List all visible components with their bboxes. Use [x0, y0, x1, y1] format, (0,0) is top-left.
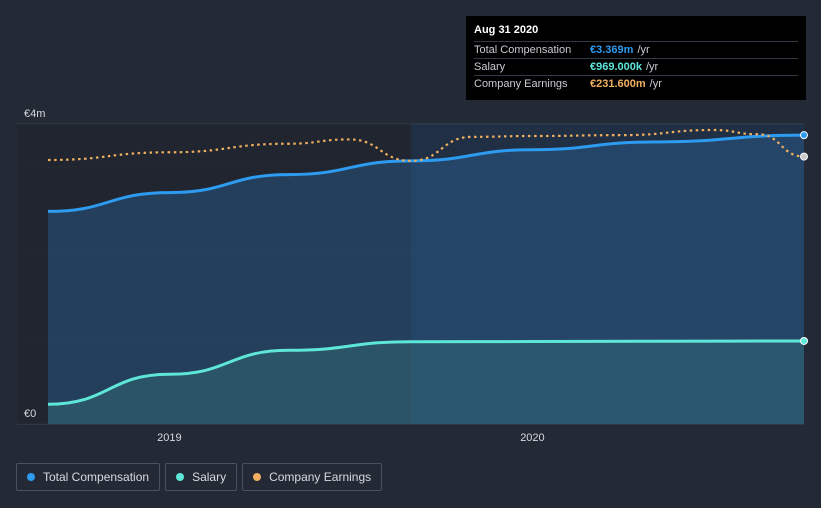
legend-label: Salary — [192, 470, 227, 484]
series-lines — [47, 128, 808, 406]
tooltip-date: Aug 31 2020 — [474, 24, 539, 36]
tooltip-unit: /yr — [637, 44, 650, 56]
x-tick-label: 2020 — [520, 432, 544, 444]
salary-line — [47, 339, 805, 406]
total-compensation-area — [48, 135, 804, 424]
series-areas — [48, 135, 804, 424]
legend-label: Total Compensation — [43, 470, 150, 484]
tooltip-label: Total Compensation — [474, 44, 572, 56]
circle-dot-icon — [253, 473, 262, 481]
circle-dot-icon — [27, 473, 35, 481]
company-earnings-end-point — [800, 152, 808, 161]
tooltip-value: €3.369m — [590, 44, 634, 56]
y-tick-label: €0 — [24, 408, 36, 420]
y-tick-label: €4m — [24, 108, 45, 120]
tooltip-label: Salary — [474, 61, 506, 73]
tooltip: Aug 31 2020 Total Compensation €3.369m /… — [466, 16, 806, 100]
y-axis-labels: €0 €4m — [24, 108, 45, 420]
tooltip-unit: /yr — [649, 78, 662, 90]
highlight-region — [411, 124, 804, 424]
tooltip-value: €969.000k — [590, 61, 642, 73]
legend-salary[interactable]: Salary — [165, 463, 238, 491]
tooltip-row-salary: Salary €969.000k /yr — [474, 58, 798, 75]
tooltip-unit: /yr — [646, 61, 659, 73]
total-compensation-line — [47, 133, 805, 213]
x-axis-labels: 2019 2020 — [157, 432, 545, 444]
tooltip-label: Company Earnings — [474, 78, 568, 90]
x-tick-label: 2019 — [157, 432, 181, 444]
past-region — [17, 124, 412, 424]
tooltip-value: €231.600m — [590, 78, 646, 90]
legend: Total Compensation Salary Company Earnin… — [16, 463, 383, 491]
legend-label: Company Earnings — [269, 470, 372, 484]
tooltip-row-earnings: Company Earnings €231.600m /yr — [474, 75, 798, 92]
legend-total-compensation[interactable]: Total Compensation — [16, 463, 161, 491]
salary-area — [48, 340, 804, 424]
total-compensation-end-point — [800, 131, 808, 140]
grid-lines — [17, 123, 804, 425]
company-earnings-line — [47, 128, 805, 162]
tooltip-row-total: Total Compensation €3.369m /yr — [474, 41, 798, 58]
salary-end-point — [800, 336, 808, 345]
legend-company-earnings[interactable]: Company Earnings — [242, 463, 383, 491]
circle-dot-icon — [176, 473, 185, 481]
